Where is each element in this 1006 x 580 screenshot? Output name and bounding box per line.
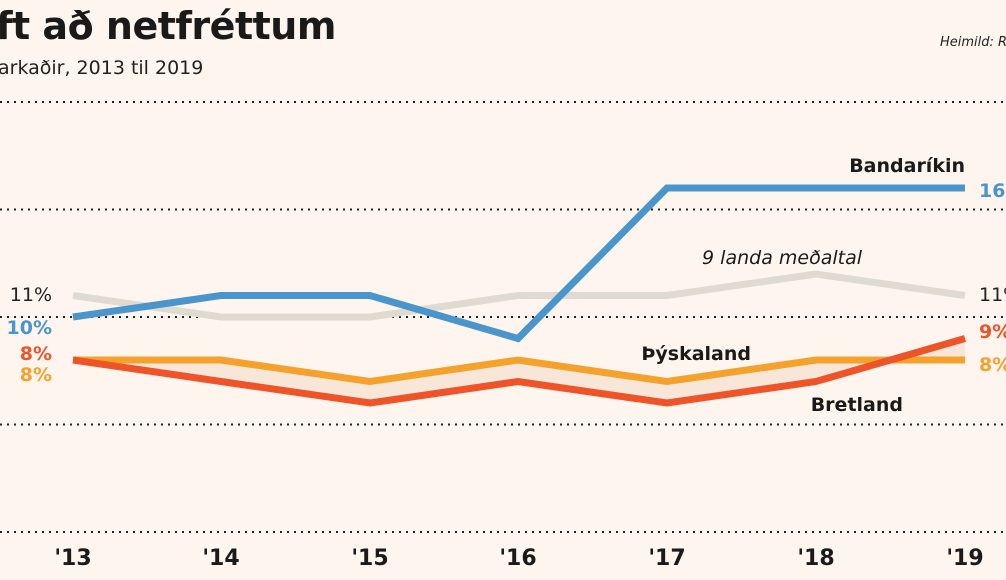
series-line-germany (73, 356, 965, 386)
x-tick-label: '17 (648, 546, 685, 571)
series-line-avg (72, 270, 966, 321)
x-tick-label: '18 (797, 546, 834, 571)
usa-end-label: 16% (979, 180, 1006, 202)
band-fill (73, 338, 965, 403)
chart-subtitle: arkaðir, 2013 til 2019 (0, 57, 204, 79)
germany-start-label: 8% (20, 364, 52, 386)
x-tick-label: '13 (54, 546, 91, 571)
x-tick-label: '14 (202, 546, 239, 571)
series-line-uk (72, 335, 966, 407)
uk-end-label: 9% (979, 321, 1006, 343)
source-note: Heimild: R (940, 35, 1006, 50)
avg-series-label: 9 landa meðaltal (702, 247, 863, 269)
series-line-usa (72, 184, 965, 343)
avg-end-label: 11% (979, 284, 1006, 306)
chart-title: ft að netfréttum (0, 4, 336, 48)
uk-series-label: Bretland (811, 394, 903, 416)
uk-start-label: 8% (20, 343, 52, 365)
avg-start-label: 11% (10, 284, 52, 306)
usa-series-label: Bandaríkin (849, 155, 965, 177)
germany-end-label: 8% (979, 354, 1006, 376)
usa-start-label: 10% (7, 317, 52, 339)
germany-series-label: Þýskaland (641, 343, 751, 365)
x-tick-label: '15 (351, 546, 388, 571)
x-tick-label: '16 (499, 546, 536, 571)
x-tick-label: '19 (946, 546, 983, 571)
